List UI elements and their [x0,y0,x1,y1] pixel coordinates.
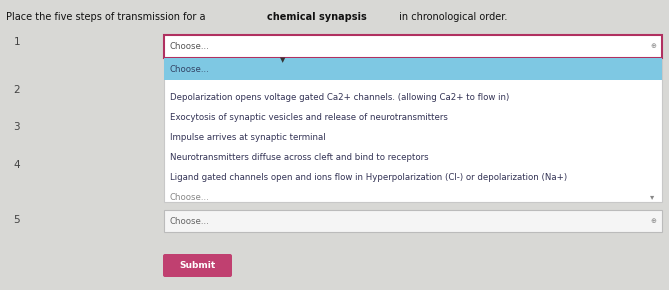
Text: chemical synapsis: chemical synapsis [268,12,367,22]
Bar [164,58,662,202]
Text: 4: 4 [13,160,20,170]
Text: ▾: ▾ [650,193,654,202]
Text: Place the five steps of transmission for a: Place the five steps of transmission for… [6,12,209,22]
Text: Choose...: Choose... [170,217,209,226]
Bar [164,58,662,80]
Text: ▼: ▼ [280,57,286,63]
Text: in chronological order.: in chronological order. [396,12,508,22]
Text: Neurotransmitters diffuse across cleft and bind to receptors: Neurotransmitters diffuse across cleft a… [170,153,429,162]
Text: Choose...: Choose... [170,42,209,51]
Text: Ligand gated channels open and ions flow in Hyperpolarization (Cl-) or depolariz: Ligand gated channels open and ions flow… [170,173,567,182]
Text: 3: 3 [13,122,20,132]
Bar [164,35,662,58]
Text: Submit: Submit [179,261,215,270]
Text: 1: 1 [13,37,20,47]
Text: Choose...: Choose... [170,193,209,202]
Text: Choose...: Choose... [170,64,209,73]
Text: 2: 2 [13,85,20,95]
Text: Depolarization opens voltage gated Ca2+ channels. (allowing Ca2+ to flow in): Depolarization opens voltage gated Ca2+ … [170,93,509,102]
Text: 5: 5 [13,215,20,225]
Bar [164,210,662,232]
Text: Exocytosis of synaptic vesicles and release of neurotransmitters: Exocytosis of synaptic vesicles and rele… [170,113,448,122]
Text: ⊕: ⊕ [650,44,656,50]
Text: Impulse arrives at synaptic terminal: Impulse arrives at synaptic terminal [170,133,326,142]
Text: ⊕: ⊕ [650,218,656,224]
FancyBboxPatch shape [163,254,232,277]
